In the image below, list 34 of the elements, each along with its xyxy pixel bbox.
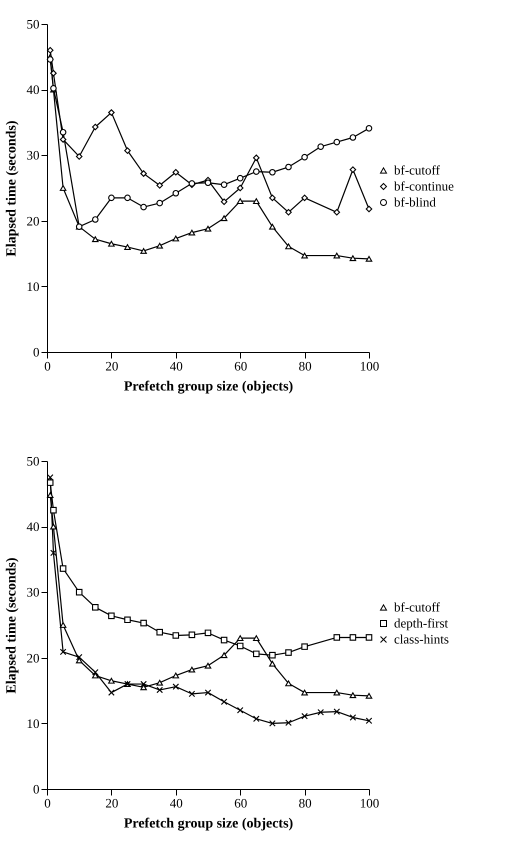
- y-tick-label: 30: [26, 584, 40, 600]
- y-tick-label: 20: [26, 650, 40, 666]
- legend-label: class-hints: [394, 632, 449, 646]
- legend-label: bf-blind: [394, 194, 436, 210]
- x-tick-label: 80: [298, 358, 312, 374]
- y-axis-title: Elapsed time (seconds): [4, 120, 20, 257]
- legend-label: bf-cutoff: [394, 600, 441, 614]
- x-axis-title: Prefetch group size (objects): [124, 380, 294, 394]
- y-tick-label: 40: [26, 519, 40, 534]
- x-tick-label: 40: [170, 796, 183, 810]
- x-tick-label: 80: [298, 796, 312, 810]
- x-tick-label: 20: [105, 796, 118, 810]
- y-tick-label: 20: [26, 213, 40, 228]
- y-tick-label: 10: [26, 716, 40, 731]
- x-tick-label: 100: [360, 358, 380, 374]
- y-tick-label: 0: [33, 344, 40, 360]
- x-tick-label: 40: [170, 358, 183, 374]
- legend-label: bf-cutoff: [394, 162, 441, 178]
- legend-label: depth-first: [394, 616, 449, 630]
- y-tick-label: 30: [26, 148, 40, 163]
- x-tick-label: 20: [105, 358, 118, 374]
- y-tick-label: 0: [33, 782, 40, 796]
- x-tick-label: 0: [44, 796, 51, 810]
- x-tick-label: 60: [234, 358, 248, 374]
- y-tick-label: 10: [26, 278, 40, 294]
- x-tick-label: 100: [360, 796, 380, 810]
- y-axis-title: Elapsed time (seconds): [4, 557, 20, 694]
- x-axis-title: Prefetch group size (objects): [124, 816, 294, 832]
- y-tick-label: 50: [26, 454, 40, 468]
- y-tick-label: 50: [26, 16, 40, 32]
- y-tick-label: 40: [26, 82, 40, 98]
- x-tick-label: 0: [44, 358, 51, 374]
- legend-label: bf-continue: [394, 178, 454, 194]
- x-tick-label: 60: [234, 796, 248, 810]
